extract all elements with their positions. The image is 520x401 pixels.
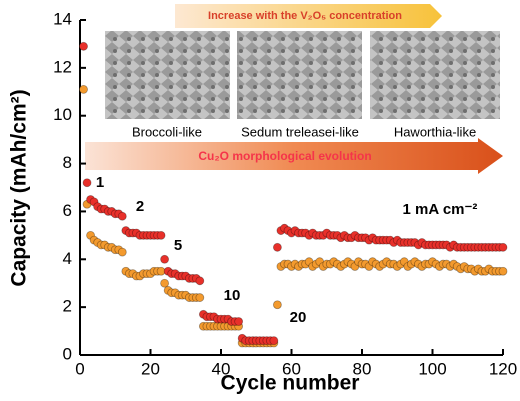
- sem-image: [105, 31, 230, 119]
- data-point: [272, 242, 282, 252]
- x-tick-label: 60: [282, 359, 301, 378]
- data-point: [117, 211, 127, 221]
- x-tick-label: 20: [141, 359, 160, 378]
- data-point: [117, 247, 127, 257]
- y-tick-label: 12: [53, 57, 72, 76]
- data-point: [195, 293, 205, 302]
- data-point: [269, 336, 279, 346]
- rate-label: 20: [290, 309, 307, 326]
- morphology-label: Haworthia-like: [394, 124, 476, 139]
- y-axis-title: Capacity (mAh/cm²): [8, 89, 31, 286]
- data-point: [79, 41, 88, 51]
- x-tick-label: 0: [75, 359, 84, 378]
- evolution-arrow: [85, 138, 503, 174]
- data-point: [498, 266, 508, 276]
- data-point: [272, 300, 282, 310]
- data-point: [160, 254, 170, 264]
- morphology-label: Sedum treleasei-like: [241, 124, 359, 139]
- x-tick-label: 100: [418, 359, 446, 378]
- rate-label: 2: [136, 198, 144, 215]
- data-point: [195, 276, 205, 286]
- data-point: [156, 230, 166, 240]
- y-tick-label: 4: [63, 249, 72, 268]
- y-tick-label: 8: [63, 153, 72, 172]
- concentration-arrow: [175, 4, 442, 28]
- rate-label: 5: [174, 237, 182, 254]
- data-point: [82, 178, 92, 188]
- evolution-label: Cu₂O morphological evolution: [198, 149, 371, 163]
- rate-label: 1: [96, 174, 104, 191]
- y-tick-label: 2: [63, 297, 72, 316]
- data-point: [79, 84, 88, 94]
- data-point: [234, 317, 244, 326]
- rate-label: 1 mA cm⁻²: [403, 201, 478, 218]
- x-tick-label: 40: [212, 359, 231, 378]
- x-tick-label: 80: [353, 359, 372, 378]
- y-tick-label: 14: [53, 9, 72, 28]
- y-tick-label: 6: [63, 201, 72, 220]
- x-axis-title: Cycle number: [221, 372, 360, 395]
- concentration-label: Increase with the V₂O₅ concentration: [208, 10, 402, 22]
- rate-label: 10: [224, 287, 241, 304]
- y-tick-label: 10: [53, 105, 72, 124]
- morphology-label: Broccoli-like: [132, 124, 202, 139]
- y-tick-label: 0: [63, 344, 72, 363]
- data-point: [498, 242, 508, 252]
- data-point: [160, 278, 170, 288]
- x-tick-label: 120: [489, 359, 517, 378]
- sem-image: [237, 31, 362, 119]
- sem-image: [370, 31, 500, 119]
